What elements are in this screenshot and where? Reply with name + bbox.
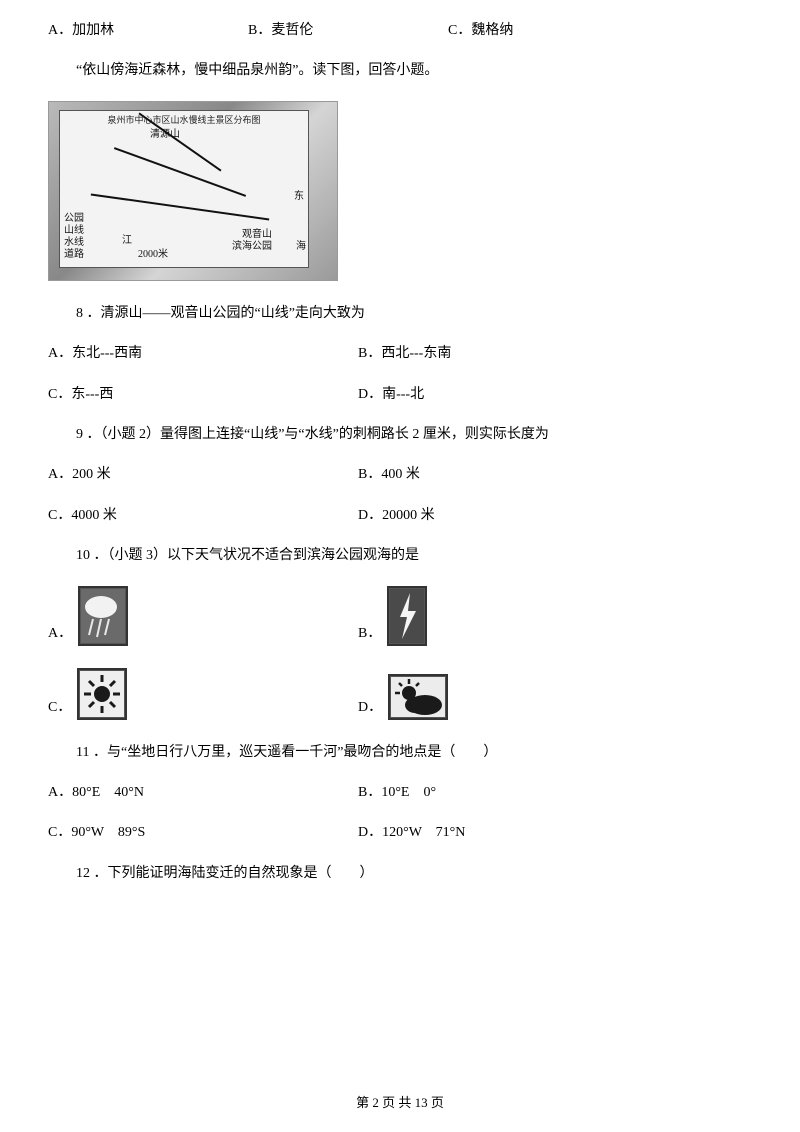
passage-text: “依山傍海近森林，慢中细品泉州韵”。读下图，回答小题。 bbox=[48, 60, 752, 82]
q10-opt-d-group: D． bbox=[358, 674, 448, 720]
q10-opt-d-label: D． bbox=[358, 697, 382, 719]
q8-row1: A．东北---西南 B．西北---东南 bbox=[48, 343, 752, 365]
q7-opt-a: A．加加林 bbox=[48, 20, 248, 42]
map-legend-daolu: 道路 bbox=[64, 247, 84, 263]
q10-opt-a-group: A． bbox=[48, 586, 358, 646]
map-figure: 泉州市中心市区山水慢线主景区分布图 清源山 东 海 江 观音山 滨海公园 公园 … bbox=[48, 101, 338, 281]
q11-row1: A．80°E 40°N B．10°E 0° bbox=[48, 782, 752, 804]
q9-row1: A．200 米 B．400 米 bbox=[48, 464, 752, 486]
q9-opt-d: D．20000 米 bbox=[358, 505, 435, 527]
q9-opt-b: B．400 米 bbox=[358, 464, 420, 486]
q10-opt-b-label: B． bbox=[358, 623, 381, 645]
map-label-hai: 海 bbox=[296, 239, 306, 255]
q8-opt-a: A．东北---西南 bbox=[48, 343, 358, 365]
q7-opt-b: B．麦哲伦 bbox=[248, 20, 448, 42]
map-label-binhai: 滨海公园 bbox=[232, 239, 272, 255]
map-path-2 bbox=[114, 147, 246, 197]
q8-opt-b: B．西北---东南 bbox=[358, 343, 451, 365]
q11-row2: C．90°W 89°S D．120°W 71°N bbox=[48, 822, 752, 844]
map-caption: 泉州市中心市区山水慢线主景区分布图 bbox=[60, 113, 308, 127]
q10-stem: 10 ．（小题 3）以下天气状况不适合到滨海公园观海的是 bbox=[48, 545, 752, 567]
q7-opt-c: C．魏格纳 bbox=[448, 20, 648, 42]
page-footer: 第 2 页 共 13 页 bbox=[0, 1093, 800, 1114]
q10-row2: C． D． bbox=[48, 668, 752, 720]
map-label-jiang: 江 bbox=[122, 233, 132, 249]
map-scale: 2000米 bbox=[138, 247, 168, 263]
q10-row1: A． B． bbox=[48, 586, 752, 646]
q12-stem: 12 ．下列能证明海陆变迁的自然现象是（ ） bbox=[48, 863, 752, 885]
q8-row2: C．东---西 D．南---北 bbox=[48, 384, 752, 406]
sun-icon bbox=[77, 668, 127, 720]
map-inner: 泉州市中心市区山水慢线主景区分布图 清源山 东 海 江 观音山 滨海公园 公园 … bbox=[59, 110, 309, 268]
q9-stem: 9 ．（小题 2）量得图上连接“山线”与“水线”的刺桐路长 2 厘米，则实际长度… bbox=[48, 424, 752, 446]
q11-opt-a: A．80°E 40°N bbox=[48, 782, 358, 804]
q10-opt-c-group: C． bbox=[48, 668, 358, 720]
map-label-dong: 东 bbox=[294, 189, 304, 205]
lightning-icon bbox=[387, 586, 427, 646]
q11-stem: 11 ．与“坐地日行八万里，巡天遥看一千河”最吻合的地点是（ ） bbox=[48, 742, 752, 764]
q10-opt-b-group: B． bbox=[358, 586, 427, 646]
q9-opt-c: C．4000 米 bbox=[48, 505, 358, 527]
q9-row2: C．4000 米 D．20000 米 bbox=[48, 505, 752, 527]
q9-opt-a: A．200 米 bbox=[48, 464, 358, 486]
q11-opt-d: D．120°W 71°N bbox=[358, 822, 465, 844]
map-path-3 bbox=[91, 193, 270, 220]
q10-opt-a-label: A． bbox=[48, 623, 72, 645]
rain-icon bbox=[78, 586, 128, 646]
q8-opt-d: D．南---北 bbox=[358, 384, 424, 406]
q8-stem: 8 ．清源山——观音山公园的“山线”走向大致为 bbox=[48, 303, 752, 325]
q10-opt-c-label: C． bbox=[48, 697, 71, 719]
q11-opt-b: B．10°E 0° bbox=[358, 782, 436, 804]
sun-cloud-icon bbox=[388, 674, 448, 720]
q8-opt-c: C．东---西 bbox=[48, 384, 358, 406]
q11-opt-c: C．90°W 89°S bbox=[48, 822, 358, 844]
q7-options: A．加加林 B．麦哲伦 C．魏格纳 bbox=[48, 20, 752, 42]
